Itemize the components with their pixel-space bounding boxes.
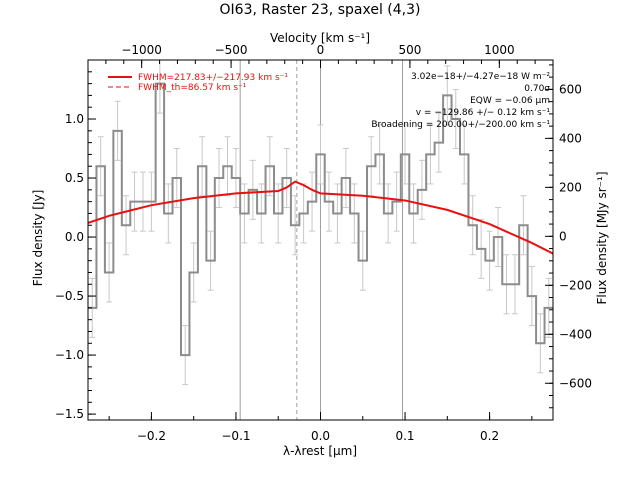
x2-tick-label: −1000 [121, 43, 162, 57]
y2-tick-label: −600 [559, 376, 592, 390]
y2-tick-label: 0 [559, 229, 567, 243]
y2-tick-label: −200 [559, 278, 592, 292]
x2-tick-label: 1000 [484, 43, 515, 57]
y2-axis-label: Flux density [MJy sr⁻¹] [595, 171, 609, 304]
y2-tick-label: 600 [559, 82, 582, 96]
x-axis-label: λ-λrest [μm] [283, 444, 357, 458]
y2-tick-label: −400 [559, 327, 592, 341]
plot-content [88, 60, 553, 420]
annotation-eqw: EQW = −0.06 μm [470, 96, 550, 106]
y-axis-label: Flux density [Jy] [31, 190, 45, 287]
spectrum-step-line [88, 82, 553, 357]
y-tick-label: 0.5 [65, 171, 84, 185]
y-tick-label: −1.5 [55, 407, 84, 421]
x-tick-label: −0.1 [221, 429, 250, 443]
plot-area: −0.2 −0.1 0.0 0.1 0.2 −1.5 −1.0 −0.5 0.0 0.5 1.0 −1… [55, 43, 592, 443]
x2-tick-label: 0 [317, 43, 325, 57]
y-tick-label: 1.0 [65, 112, 84, 126]
x-tick-label: −0.2 [137, 429, 166, 443]
x2-tick-label: 500 [398, 43, 421, 57]
x2-tick-label: −500 [215, 43, 248, 57]
chart-title: OI63, Raster 23, spaxel (4,3) [220, 2, 421, 18]
annotation-sigma: 0.70σ [524, 84, 550, 94]
y-tick-label: 0.0 [65, 230, 84, 244]
y-tick-label: −0.5 [55, 289, 84, 303]
annotation-flux: 3.02e−18+/−4.27e−18 W m⁻² [411, 72, 550, 82]
annotation-velocity: v = −129.86 +/− 0.12 km s⁻¹ [416, 108, 551, 118]
annotation-broadening: Broadening = 200.00+/−200.00 km s⁻¹ [371, 120, 550, 130]
y2-tick-label: 200 [559, 180, 582, 194]
legend: FWHM=217.83+/−217.93 km s⁻¹ FWHM_th=86.5… [108, 73, 288, 93]
fit-annotations: 3.02e−18+/−4.27e−18 W m⁻² 0.70σ EQW = −0… [371, 72, 550, 130]
x-tick-label: 0.1 [395, 429, 414, 443]
y2-tick-label: 400 [559, 131, 582, 145]
legend-label-fwhm-th: FWHM_th=86.57 km s⁻¹ [138, 83, 247, 93]
x2-axis-label: Velocity [km s⁻¹] [270, 31, 370, 45]
x-tick-label: 0.0 [311, 429, 330, 443]
x-tick-label: 0.2 [480, 429, 499, 443]
y-tick-label: −1.0 [55, 348, 84, 362]
fit-line [88, 180, 553, 255]
legend-label-fwhm: FWHM=217.83+/−217.93 km s⁻¹ [138, 73, 288, 83]
